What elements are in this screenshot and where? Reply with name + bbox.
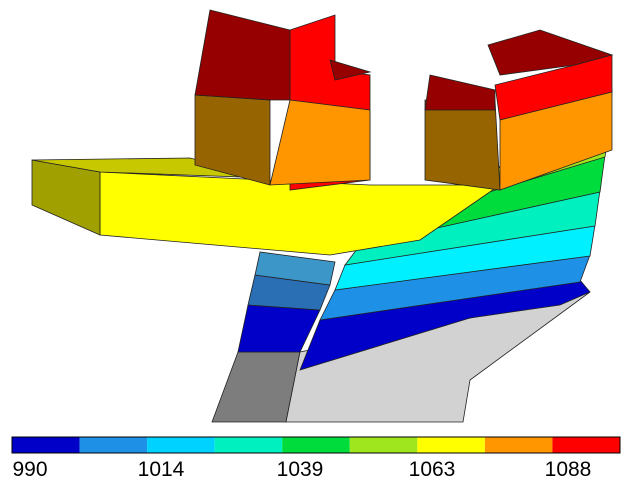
color-swatch [552, 437, 620, 453]
color-bar [12, 437, 620, 453]
color-swatch [215, 437, 283, 453]
tick-label: 1039 [277, 458, 324, 481]
color-swatch [12, 437, 80, 453]
tick-label: 990 [12, 458, 47, 481]
color-swatch [350, 437, 418, 453]
model-3d [32, 10, 612, 422]
color-swatch [417, 437, 485, 453]
contour-view: 990 1014 1039 1063 1088 [0, 0, 624, 482]
tick-label: 1014 [138, 458, 185, 481]
color-swatch [147, 437, 215, 453]
tick-label: 1063 [409, 458, 456, 481]
tick-label: 1088 [545, 458, 592, 481]
color-swatch [80, 437, 148, 453]
color-swatch [485, 437, 553, 453]
color-swatch [282, 437, 350, 453]
page: 990 1014 1039 1063 1088 [0, 0, 624, 482]
